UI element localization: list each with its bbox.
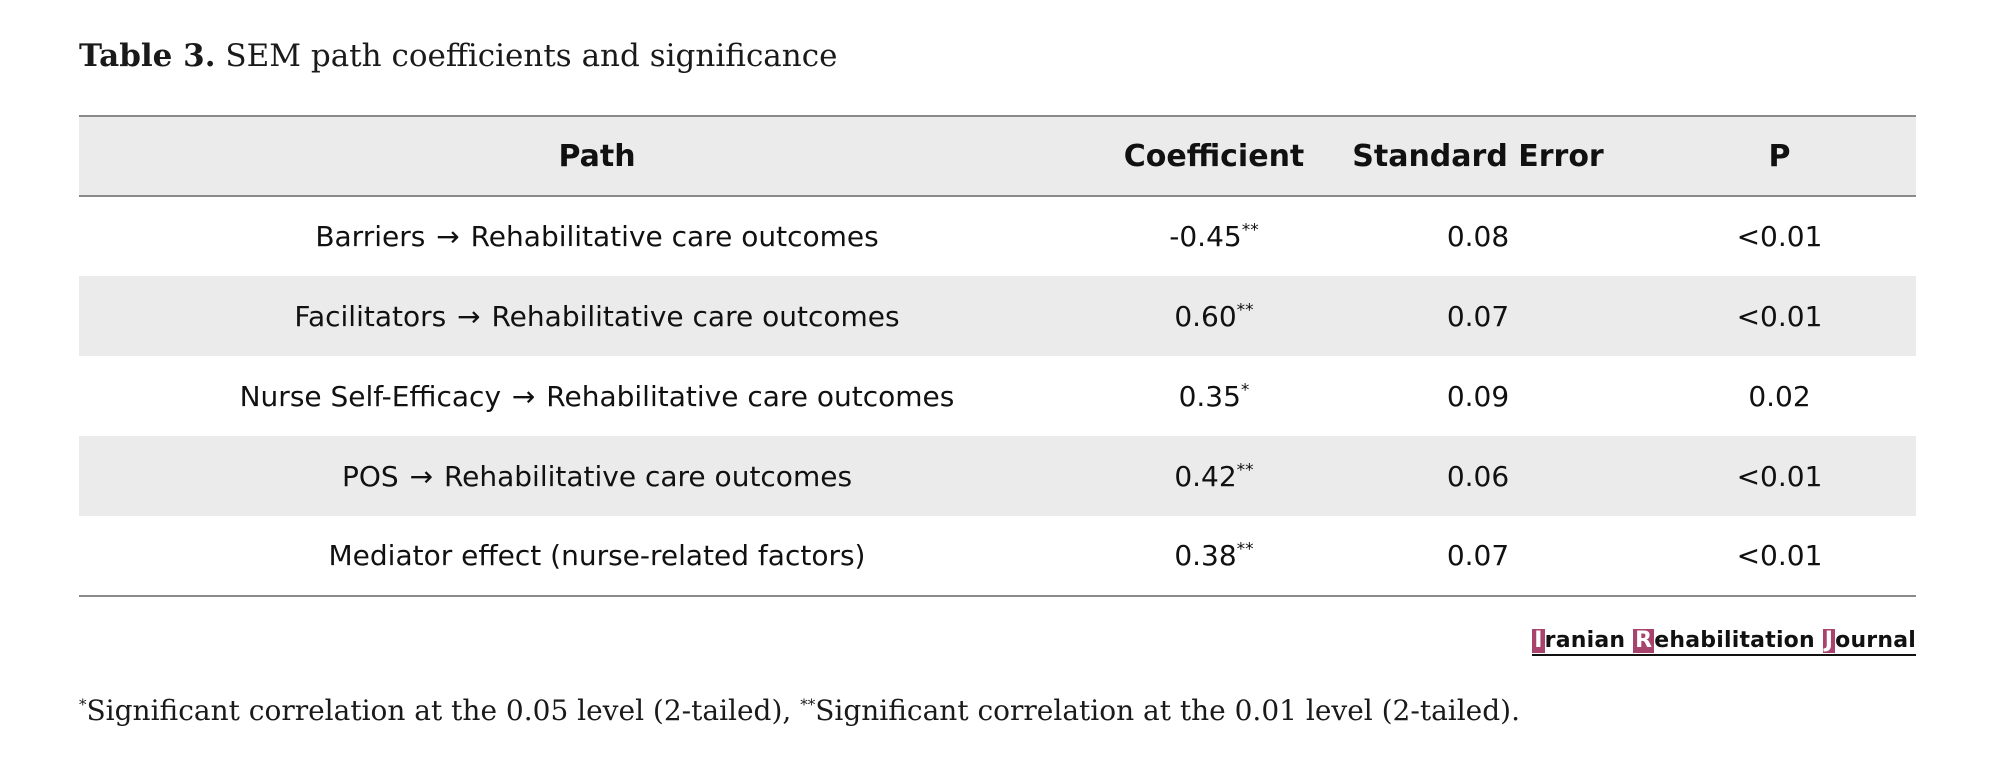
significance-mark: **	[1236, 300, 1254, 321]
table-row: Mediator effect (nurse-related factors) …	[79, 516, 1916, 596]
logo-initial-j: J	[1822, 628, 1836, 653]
footnote-text-05: Significant correlation at the 0.05 leve…	[86, 694, 801, 727]
coefficient-value: -0.45	[1169, 220, 1242, 253]
standard-error-cell: 0.09	[1446, 379, 1510, 413]
p-value-cell: <0.01	[1736, 299, 1823, 333]
p-value-cell: 0.02	[1748, 379, 1811, 413]
arrow-icon: →	[457, 299, 481, 333]
coefficient-cell: 0.38**	[1115, 516, 1313, 596]
header-coefficient: Coefficient	[1115, 116, 1313, 197]
logo-initial-i: I	[1532, 628, 1545, 653]
path-from: Nurse Self-Efficacy	[239, 379, 502, 413]
coefficient-value: 0.35	[1178, 379, 1241, 413]
header-path: Path	[79, 116, 1115, 197]
arrow-icon: →	[409, 459, 434, 493]
table-caption-label: Table 3.	[79, 38, 216, 74]
coefficient-cell: 0.60**	[1115, 276, 1313, 356]
logo-word-iranian: ranian	[1544, 628, 1634, 653]
p-value-cell: <0.01	[1736, 220, 1823, 253]
coefficient-value: 0.60	[1174, 299, 1237, 333]
significance-mark: **	[1236, 539, 1254, 560]
arrow-icon: →	[511, 379, 536, 413]
path-cell: Nurse Self-Efficacy → Rehabilitative car…	[79, 356, 1115, 436]
journal-logo: Iranian Rehabilitation Journal	[1532, 628, 1916, 656]
path-to: Rehabilitative care outcomes	[443, 459, 853, 493]
path-cell: POS → Rehabilitative care outcomes	[79, 436, 1115, 516]
path-to: Rehabilitative care outcomes	[491, 299, 900, 333]
significance-mark: *	[1240, 380, 1250, 401]
path-from: Barriers	[315, 220, 426, 253]
table-caption-title: SEM path coefficients and significance	[225, 38, 838, 74]
header-p: P	[1643, 116, 1916, 197]
table-row: Nurse Self-Efficacy → Rehabilitative car…	[79, 356, 1916, 436]
footnote-text-01: Significant correlation at the 0.01 leve…	[815, 694, 1521, 727]
path-to: Rehabilitative care outcomes	[470, 220, 879, 253]
path-from: POS	[341, 459, 399, 493]
coefficient-cell: 0.42**	[1115, 436, 1313, 516]
footnote-mark-single: *	[79, 695, 87, 714]
coefficient-cell: 0.35*	[1115, 356, 1313, 436]
table-header-row: Path Coefficient Standard Error P	[79, 116, 1916, 197]
standard-error-cell: 0.08	[1446, 220, 1510, 253]
standard-error-cell: 0.07	[1446, 539, 1510, 572]
table-caption: Table 3. SEM path coefficients and signi…	[79, 38, 837, 74]
p-value-cell: <0.01	[1736, 539, 1823, 572]
p-value-cell: <0.01	[1736, 459, 1823, 493]
arrow-icon: →	[436, 220, 460, 253]
logo-word-journal: ournal	[1835, 628, 1916, 653]
path-from: Facilitators	[294, 299, 447, 333]
sem-path-table: Path Coefficient Standard Error P Barrie…	[79, 115, 1916, 597]
coefficient-cell: -0.45**	[1115, 196, 1313, 276]
significance-mark: **	[1236, 460, 1254, 481]
table-row: Facilitators → Rehabilitative care outco…	[79, 276, 1916, 356]
path-to: Rehabilitative care outcomes	[546, 379, 955, 413]
header-standard-error: Standard Error	[1313, 116, 1643, 197]
path-from: Mediator effect (nurse-related factors)	[328, 539, 866, 572]
coefficient-value: 0.38	[1174, 539, 1237, 572]
table-row: Barriers → Rehabilitative care outcomes …	[79, 196, 1916, 276]
table-footnote: *Significant correlation at the 0.05 lev…	[79, 694, 1520, 727]
path-cell: Facilitators → Rehabilitative care outco…	[79, 276, 1115, 356]
standard-error-cell: 0.06	[1446, 459, 1510, 493]
path-cell: Mediator effect (nurse-related factors)	[79, 516, 1115, 596]
table-row: POS → Rehabilitative care outcomes 0.42*…	[79, 436, 1916, 516]
path-cell: Barriers → Rehabilitative care outcomes	[79, 196, 1115, 276]
coefficient-value: 0.42	[1174, 459, 1237, 493]
significance-mark: **	[1241, 220, 1259, 241]
footnote-mark-double: **	[800, 695, 816, 714]
logo-word-rehabilitation: ehabilitation	[1654, 628, 1823, 653]
logo-initial-r: R	[1633, 628, 1655, 653]
standard-error-cell: 0.07	[1446, 299, 1510, 333]
